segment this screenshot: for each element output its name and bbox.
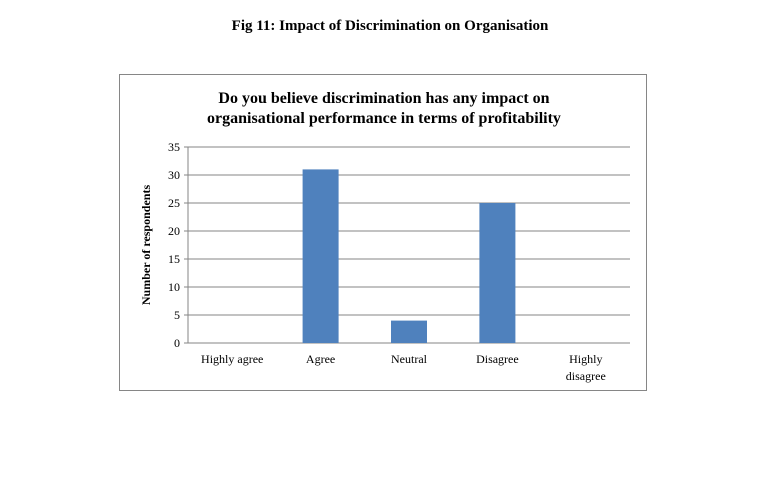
figure-caption: Fig 11: Impact of Discrimination on Orga…: [231, 18, 549, 34]
chart-frame: Do you believe discrimination has any im…: [119, 74, 647, 391]
y-tick-label-15: 15: [168, 252, 180, 266]
chart-title-line-2: organisational performance in terms of p…: [207, 110, 561, 127]
bar-2: [391, 320, 427, 343]
x-tick-label-0: Highly agree: [201, 352, 263, 366]
x-tick-label-1: Agree: [306, 352, 335, 366]
chart-title-line-1: Do you believe discrimination has any im…: [218, 90, 550, 107]
y-tick-label-5: 5: [174, 308, 180, 322]
x-tick-label-2: Neutral: [391, 352, 428, 366]
bar-1: [302, 169, 339, 343]
x-tick-label-3: Disagree: [476, 352, 519, 366]
y-axis-title: Number of respondents: [139, 185, 153, 306]
y-tick-label-0: 0: [174, 336, 180, 350]
bar-chart: 0 5 10 15 20 25 30 35 Number of respondents Highl…: [139, 140, 630, 383]
chart-title: Do you believe discrimination has any im…: [120, 89, 648, 129]
y-tick-label-25: 25: [168, 196, 180, 210]
x-tick-label-4: Highly disagree: [566, 352, 606, 383]
bar-3: [479, 203, 516, 343]
y-tick-label-30: 30: [168, 168, 180, 182]
y-tick-label-10: 10: [168, 280, 180, 294]
y-tick-label-20: 20: [168, 224, 180, 238]
y-tick-label-35: 35: [168, 140, 180, 154]
